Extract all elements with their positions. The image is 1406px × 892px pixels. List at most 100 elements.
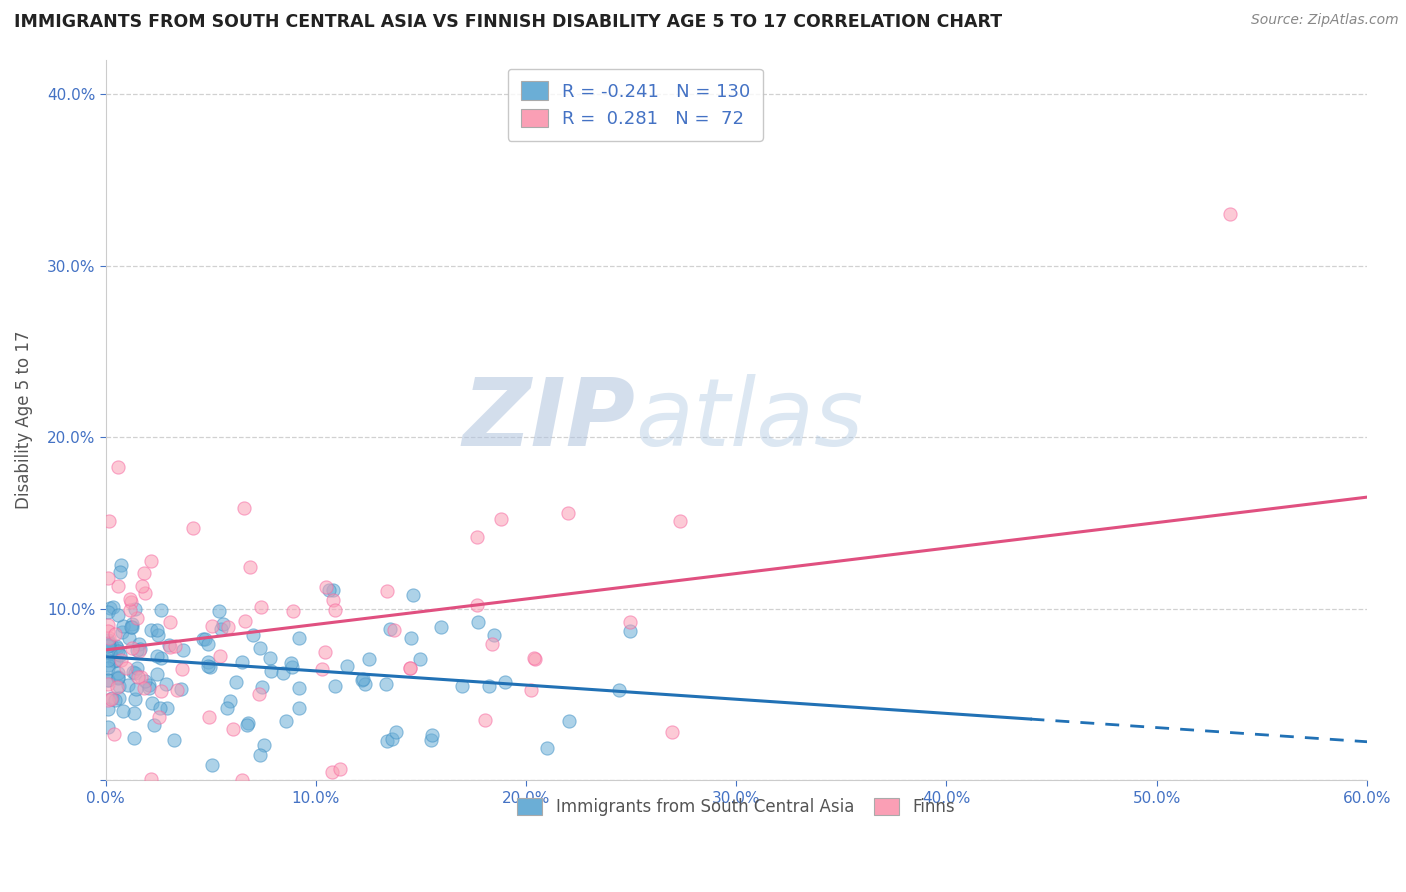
Point [318, 582, 340, 597]
Point [103, 654, 125, 668]
Point [314, 645, 336, 659]
Point [124, 691, 146, 706]
Point [236, 718, 259, 732]
Point [260, 665, 283, 679]
Point [97, 638, 120, 652]
Point [150, 683, 173, 698]
Text: atlas: atlas [636, 375, 863, 466]
Point [489, 512, 512, 526]
Point [139, 772, 162, 786]
Point [315, 581, 337, 595]
Point [122, 665, 145, 680]
Point [105, 641, 128, 656]
Point [233, 501, 256, 516]
Point [159, 640, 181, 654]
Point [211, 617, 233, 632]
Point [141, 696, 163, 710]
Point [375, 583, 398, 598]
Point [231, 655, 253, 669]
Point [274, 714, 297, 728]
Point [97, 636, 120, 650]
Point [146, 648, 169, 663]
Point [97, 571, 120, 585]
Point [194, 632, 217, 647]
Point [110, 565, 132, 579]
Point [105, 652, 128, 666]
Text: IMMIGRANTS FROM SOUTH CENTRAL ASIA VS FINNISH DISABILITY AGE 5 TO 17 CORRELATION: IMMIGRANTS FROM SOUTH CENTRAL ASIA VS FI… [14, 13, 1002, 31]
Point [100, 692, 122, 706]
Point [125, 681, 148, 696]
Point [107, 691, 129, 706]
Point [193, 632, 215, 646]
Point [145, 667, 167, 681]
Point [155, 677, 177, 691]
Point [558, 714, 581, 729]
Point [399, 661, 422, 675]
Point [98, 601, 121, 615]
Point [239, 559, 262, 574]
Point [121, 620, 143, 634]
Point [250, 600, 273, 615]
Point [131, 579, 153, 593]
Point [200, 619, 222, 633]
Point [409, 652, 432, 666]
Point [111, 704, 134, 718]
Point [150, 651, 173, 665]
Point [149, 701, 172, 715]
Point [288, 631, 311, 645]
Point [124, 706, 146, 720]
Point [138, 678, 160, 692]
Point [134, 566, 156, 580]
Point [97, 636, 120, 650]
Point [121, 641, 143, 656]
Point [198, 709, 221, 723]
Point [97, 693, 120, 707]
Point [108, 648, 131, 663]
Point [97, 605, 120, 619]
Point [117, 632, 139, 646]
Point [231, 773, 253, 788]
Point [149, 603, 172, 617]
Point [450, 679, 472, 693]
Text: ZIP: ZIP [463, 374, 636, 466]
Point [97, 631, 120, 645]
Point [467, 615, 489, 630]
Point [215, 701, 238, 715]
Point [120, 620, 142, 634]
Point [557, 507, 579, 521]
Point [467, 598, 489, 612]
Point [402, 588, 425, 602]
Point [129, 641, 152, 656]
Point [97, 673, 120, 687]
Point [354, 676, 377, 690]
Point [100, 640, 122, 654]
Point [249, 747, 271, 762]
Point [156, 701, 179, 715]
Point [668, 515, 690, 529]
Point [97, 635, 120, 649]
Point [110, 652, 132, 666]
Point [198, 660, 221, 674]
Point [101, 599, 124, 614]
Point [288, 681, 311, 695]
Point [523, 651, 546, 665]
Point [172, 662, 194, 676]
Point [105, 680, 128, 694]
Point [249, 687, 271, 701]
Point [225, 675, 247, 690]
Point [482, 628, 505, 642]
Point [143, 718, 166, 732]
Point [107, 644, 129, 658]
Point [197, 659, 219, 673]
Point [97, 639, 120, 653]
Point [250, 680, 273, 694]
Point [128, 644, 150, 658]
Point [323, 679, 346, 693]
Point [430, 620, 453, 634]
Point [127, 670, 149, 684]
Point [478, 679, 501, 693]
Point [148, 710, 170, 724]
Point [322, 592, 344, 607]
Point [138, 681, 160, 695]
Point [172, 643, 194, 657]
